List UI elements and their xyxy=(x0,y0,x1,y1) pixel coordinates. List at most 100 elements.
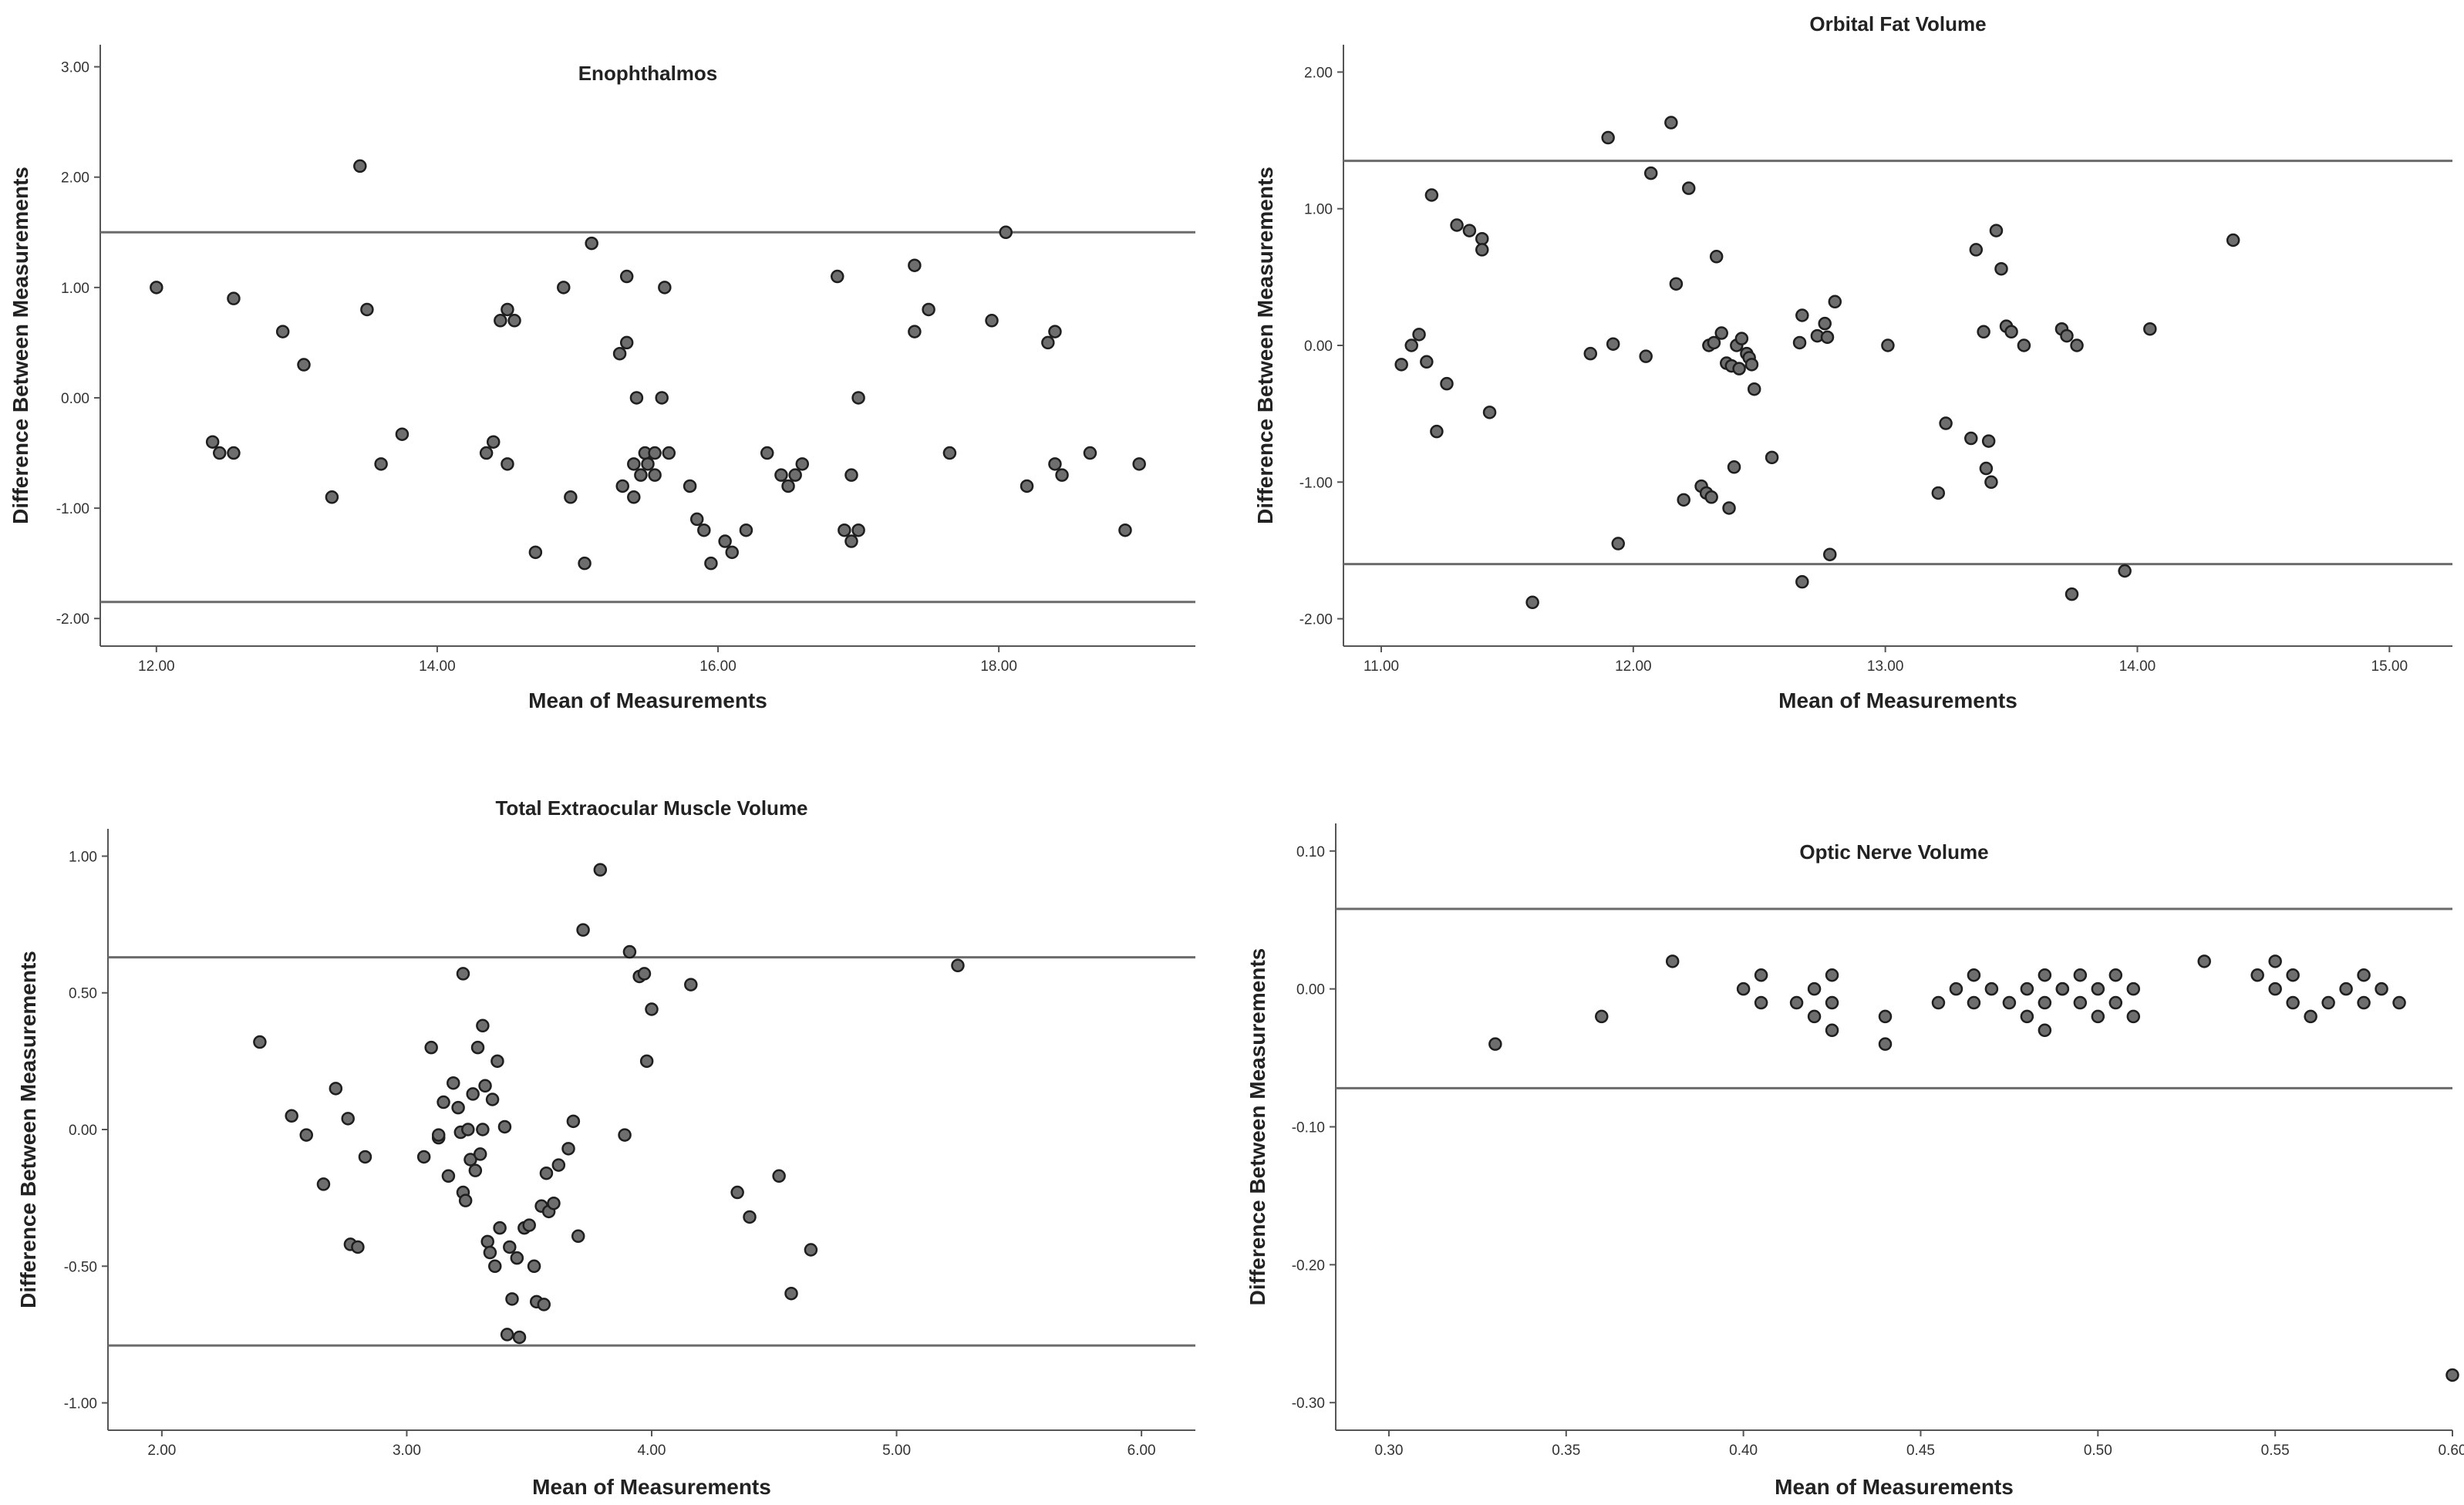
data-point xyxy=(456,967,470,981)
data-point xyxy=(1118,523,1132,537)
data-point xyxy=(341,1112,355,1126)
data-point xyxy=(1754,968,1768,982)
x-tick-label: 0.35 xyxy=(1552,1443,1580,1459)
data-point xyxy=(1931,995,1946,1010)
data-point xyxy=(622,944,637,959)
data-point xyxy=(1643,166,1658,180)
data-point xyxy=(2250,968,2264,982)
data-point xyxy=(2020,1009,2034,1024)
data-point xyxy=(2020,981,2034,996)
data-point xyxy=(629,391,644,405)
data-point xyxy=(476,1123,490,1136)
data-point xyxy=(2038,968,2052,982)
data-point xyxy=(325,490,339,504)
data-point xyxy=(227,446,241,460)
chart-panel-1: 12.00 14.00 16.00 18.00 -2.00 -1.00 0.00 1.00 2.… xyxy=(8,45,1195,712)
y-axis-label: Difference Between Measurements xyxy=(8,167,32,524)
data-point xyxy=(1394,358,1408,372)
y-tick-label: 3.00 xyxy=(61,60,89,76)
data-point xyxy=(431,1128,446,1142)
data-point xyxy=(478,1079,492,1093)
y-axis-label: Difference Between Measurements xyxy=(1253,167,1277,524)
data-point xyxy=(1020,479,1034,493)
data-point xyxy=(2091,1009,2105,1024)
x-tick-label: 0.30 xyxy=(1374,1443,1403,1459)
x-tick-label: 16.00 xyxy=(699,658,737,675)
data-point xyxy=(2321,995,2335,1010)
data-point xyxy=(1979,461,1994,476)
data-point xyxy=(838,523,851,537)
x-tick-label: 0.45 xyxy=(1906,1443,1935,1459)
data-point xyxy=(1984,475,1998,490)
data-point xyxy=(1754,995,1768,1010)
data-point xyxy=(1881,338,1895,352)
data-point xyxy=(483,1245,497,1260)
x-tick-label: 12.00 xyxy=(138,658,175,675)
y-tick-label: 2.00 xyxy=(1304,65,1333,81)
data-point xyxy=(718,534,732,548)
data-point xyxy=(730,1185,744,1200)
data-point xyxy=(1807,981,1822,996)
data-point xyxy=(528,545,543,560)
data-point xyxy=(1994,261,2008,276)
data-point xyxy=(2357,968,2371,982)
data-point xyxy=(627,457,641,471)
data-point xyxy=(2038,1023,2052,1038)
data-point xyxy=(437,1095,450,1109)
x-tick-label: 18.00 xyxy=(980,658,1017,675)
data-point xyxy=(1967,995,1981,1010)
chart-panel-4: 0.30 0.35 0.40 0.45 0.50 0.55 0.60 -0.30 -0.20 -0… xyxy=(1245,823,2464,1499)
data-point xyxy=(2065,587,2079,601)
data-point xyxy=(1475,243,1489,257)
data-point xyxy=(316,1177,331,1191)
data-point xyxy=(1727,460,1741,474)
x-tick-label: 3.00 xyxy=(393,1443,421,1459)
data-point xyxy=(795,457,810,471)
data-point xyxy=(1792,335,1807,350)
data-point xyxy=(1931,486,1946,500)
data-point xyxy=(1765,450,1779,465)
data-point xyxy=(1430,424,1444,439)
data-point xyxy=(1595,1009,1609,1024)
data-point xyxy=(205,435,220,449)
x-tick-label: 0.60 xyxy=(2439,1443,2464,1459)
data-point xyxy=(494,314,507,328)
data-point xyxy=(2143,322,2157,336)
data-point xyxy=(275,325,290,338)
y-tick-label: -1.00 xyxy=(56,501,89,517)
data-point xyxy=(1583,346,1598,361)
data-point xyxy=(424,1040,438,1055)
data-point xyxy=(788,468,802,482)
data-point xyxy=(1714,326,1728,340)
data-point xyxy=(1736,981,1751,996)
data-point xyxy=(480,1234,494,1249)
data-point xyxy=(1041,335,1055,350)
data-point xyxy=(522,1218,536,1232)
data-point xyxy=(476,1018,490,1033)
data-point xyxy=(2268,955,2282,968)
data-point xyxy=(639,1054,654,1069)
data-point xyxy=(551,1158,566,1172)
data-point xyxy=(2108,995,2123,1010)
data-point xyxy=(1083,446,1097,460)
data-point xyxy=(451,1100,465,1115)
data-point xyxy=(285,1109,298,1123)
x-tick-label: 11.00 xyxy=(1363,658,1399,675)
data-point xyxy=(1969,243,1984,257)
data-point xyxy=(684,978,698,992)
data-point xyxy=(2091,981,2105,996)
data-point xyxy=(2268,981,2282,996)
data-point xyxy=(395,427,410,441)
data-point xyxy=(1747,382,1761,396)
data-point xyxy=(353,159,367,173)
data-point xyxy=(942,446,957,460)
y-tick-label: -0.50 xyxy=(64,1259,97,1275)
data-point xyxy=(578,556,592,571)
data-point xyxy=(760,446,774,460)
data-point xyxy=(1055,468,1069,482)
data-point xyxy=(253,1035,267,1049)
y-tick-label: -0.20 xyxy=(1292,1258,1325,1274)
data-point xyxy=(1404,338,1418,352)
data-point xyxy=(2357,995,2371,1010)
data-point xyxy=(1048,457,1062,471)
